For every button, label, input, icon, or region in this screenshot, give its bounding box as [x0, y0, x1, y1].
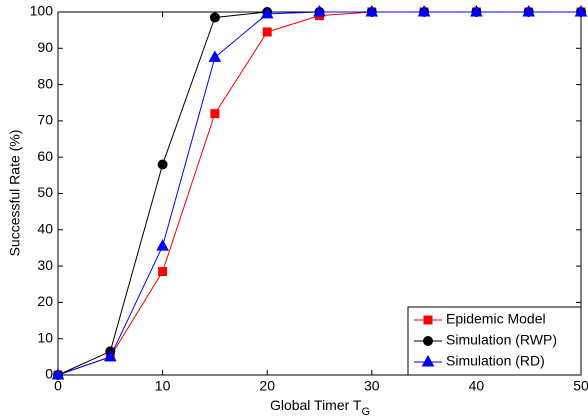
data-point — [51, 367, 65, 380]
y-tick-label: 40 — [37, 221, 53, 237]
x-tick-label: 20 — [259, 378, 275, 394]
data-point — [157, 159, 168, 170]
x-axis-label: Global Timer TG — [270, 397, 370, 418]
x-tick-label: 40 — [469, 378, 485, 394]
data-point — [260, 6, 274, 19]
data-point — [470, 4, 483, 17]
x-tick-label: 0 — [54, 378, 62, 394]
data-point — [574, 4, 588, 17]
data-point — [156, 239, 169, 251]
legend-marker — [423, 315, 433, 325]
data-point — [209, 12, 220, 23]
y-tick-label: 80 — [37, 75, 53, 91]
y-axis-label: Successful Rate (%) — [7, 130, 23, 257]
y-tick-label: 50 — [37, 184, 53, 200]
data-point — [313, 4, 326, 17]
data-point — [365, 4, 379, 17]
x-tick-label: 50 — [573, 378, 588, 394]
y-tick-label: 70 — [37, 112, 53, 128]
data-point — [103, 349, 117, 362]
x-axis-label-main: Global Timer T — [270, 397, 362, 413]
legend-marker — [421, 354, 435, 367]
legend-marker — [423, 336, 433, 346]
legend-label: Simulation (RD) — [446, 353, 545, 369]
y-tick-label: 10 — [37, 329, 53, 345]
data-point — [522, 4, 536, 17]
x-tick-label: 10 — [155, 378, 171, 394]
x-axis-label-subscript: G — [361, 406, 370, 418]
legend-label: Simulation (RWP) — [446, 332, 557, 348]
x-tick-label: 30 — [364, 378, 380, 394]
y-tick-label: 30 — [37, 257, 53, 273]
data-point — [158, 267, 168, 277]
y-tick-label: 0 — [45, 366, 53, 382]
data-point — [208, 50, 222, 62]
data-point — [262, 27, 272, 37]
y-tick-label: 60 — [37, 148, 53, 164]
y-tick-label: 20 — [37, 293, 53, 309]
data-point — [210, 109, 220, 119]
y-tick-label: 100 — [30, 3, 54, 19]
data-point — [417, 4, 431, 17]
legend-label: Epidemic Model — [446, 311, 546, 327]
y-tick-label: 90 — [37, 39, 53, 55]
